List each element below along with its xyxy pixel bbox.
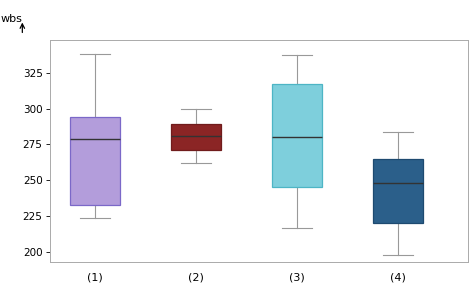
Bar xyxy=(171,124,221,150)
Bar xyxy=(373,159,423,223)
Text: wbs: wbs xyxy=(1,14,23,24)
Bar xyxy=(272,84,322,187)
Bar xyxy=(70,117,120,205)
